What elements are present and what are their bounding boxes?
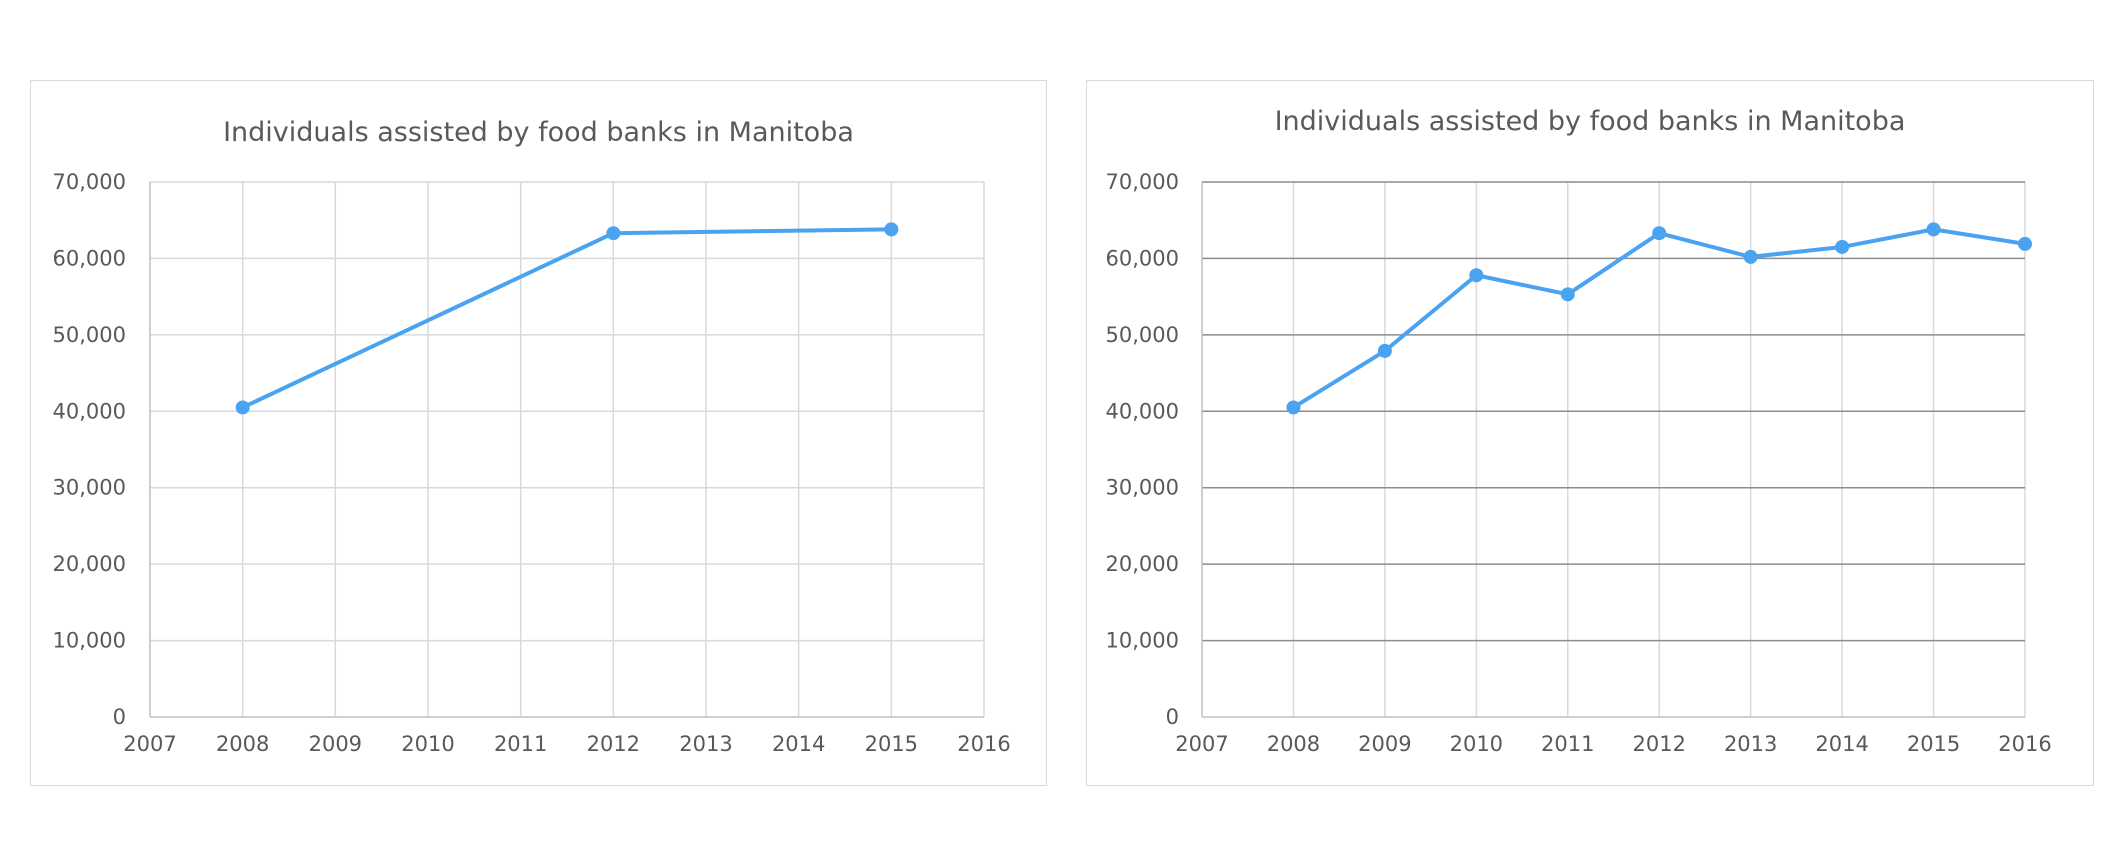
series-line <box>240 227 894 410</box>
x-tick-label: 2015 <box>865 732 918 756</box>
x-tick-label: 2014 <box>1815 732 1868 756</box>
data-point <box>1743 249 1758 264</box>
y-tick-label: 20,000 <box>1106 552 1179 576</box>
x-tick-label: 2007 <box>123 732 176 756</box>
x-tick-label: 2012 <box>587 732 640 756</box>
y-tick-label: 20,000 <box>53 552 126 576</box>
data-point <box>1835 239 1850 254</box>
y-tick-label: 0 <box>1166 705 1179 729</box>
y-tick-label: 10,000 <box>1106 629 1179 653</box>
x-tick-label: 2010 <box>401 732 454 756</box>
x-tick-label: 2008 <box>1267 732 1320 756</box>
y-tick-label: 40,000 <box>1106 399 1179 423</box>
y-tick-label: 70,000 <box>1106 170 1179 194</box>
y-tick-label: 30,000 <box>53 476 126 500</box>
x-tick-label: 2011 <box>494 732 547 756</box>
x-tick-label: 2015 <box>1907 732 1960 756</box>
y-tick-label: 50,000 <box>1106 323 1179 347</box>
x-tick-label: 2007 <box>1175 732 1228 756</box>
chart-title: Individuals assisted by food banks in Ma… <box>223 117 854 148</box>
y-tick-label: 40,000 <box>53 399 126 423</box>
x-tick-label: 2012 <box>1632 732 1685 756</box>
x-tick-label: 2008 <box>216 732 269 756</box>
data-point <box>1926 222 1941 237</box>
chart-title: Individuals assisted by food banks in Ma… <box>1274 106 1906 137</box>
data-point <box>1469 268 1484 283</box>
chart-plot-left: 2007 2008 2009 2010 2011 2012 2013 2014 2015 2016… <box>53 170 1011 756</box>
data-point <box>1377 343 1392 358</box>
y-tick-label: 0 <box>113 705 126 729</box>
x-tick-label: 2016 <box>957 732 1010 756</box>
x-tick-label: 2011 <box>1541 732 1594 756</box>
data-point <box>884 222 899 237</box>
data-point <box>235 400 250 415</box>
data-point <box>2018 236 2032 251</box>
x-tick-label: 2010 <box>1450 732 1503 756</box>
y-tick-label: 60,000 <box>53 246 126 270</box>
y-tick-label: 50,000 <box>53 323 126 347</box>
x-tick-label: 2013 <box>1724 732 1777 756</box>
data-point <box>606 226 621 241</box>
x-tick-label: 2009 <box>309 732 362 756</box>
y-tick-label: 60,000 <box>1106 246 1179 270</box>
data-point <box>1560 287 1575 302</box>
x-tick-label: 2014 <box>772 732 825 756</box>
y-tick-label: 70,000 <box>53 170 126 194</box>
x-tick-label: 2013 <box>679 732 732 756</box>
chart-panel-left: Individuals assisted by food banks in Ma… <box>30 80 1047 786</box>
data-point <box>1286 400 1301 415</box>
x-tick-label: 2009 <box>1358 732 1411 756</box>
chart-panel-right: Individuals assisted by food banks in Ma… <box>1086 80 2094 786</box>
chart-plot-right: 2007 2008 2009 2010 2011 2012 2013 2014 2015 2016… <box>1106 170 2052 756</box>
x-tick-label: 2016 <box>1998 732 2051 756</box>
y-tick-label: 30,000 <box>1106 476 1179 500</box>
y-tick-label: 10,000 <box>53 629 126 653</box>
data-point <box>1652 226 1667 241</box>
